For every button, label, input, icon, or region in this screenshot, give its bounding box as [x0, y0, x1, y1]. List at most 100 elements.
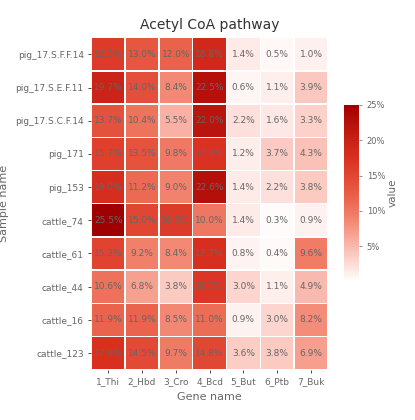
Text: 6.8%: 6.8% — [130, 282, 154, 291]
Text: 18.0%: 18.0% — [94, 183, 122, 192]
Bar — [295, 138, 327, 170]
Bar — [126, 238, 158, 269]
Text: 11.9%: 11.9% — [128, 315, 156, 324]
Text: 1.4%: 1.4% — [232, 216, 255, 225]
Bar — [295, 337, 327, 369]
Bar — [261, 105, 293, 136]
Bar — [159, 205, 192, 236]
Bar — [193, 304, 226, 336]
Text: 22.5%: 22.5% — [195, 83, 224, 92]
Text: 16.3%: 16.3% — [94, 50, 122, 59]
Text: 1.2%: 1.2% — [232, 150, 255, 158]
Bar — [193, 138, 226, 170]
Text: 14.5%: 14.5% — [128, 349, 156, 357]
Text: 13.0%: 13.0% — [128, 50, 156, 59]
Text: 15.7%: 15.7% — [94, 150, 122, 158]
Bar — [227, 271, 260, 302]
Text: 25.5%: 25.5% — [94, 216, 122, 225]
Bar — [159, 72, 192, 103]
Y-axis label: Sample name: Sample name — [0, 165, 10, 242]
Text: 8.4%: 8.4% — [164, 249, 187, 258]
Bar — [295, 171, 327, 203]
Text: 9.2%: 9.2% — [131, 249, 154, 258]
Text: 3.8%: 3.8% — [300, 183, 322, 192]
Bar — [295, 205, 327, 236]
Bar — [92, 105, 124, 136]
Text: 0.3%: 0.3% — [266, 216, 289, 225]
Bar — [193, 39, 226, 70]
Text: 17.7%: 17.7% — [195, 249, 224, 258]
Text: 11.0%: 11.0% — [195, 315, 224, 324]
Bar — [295, 238, 327, 269]
Text: 11.9%: 11.9% — [94, 315, 122, 324]
Bar — [92, 238, 124, 269]
Text: 4.3%: 4.3% — [300, 150, 322, 158]
Bar — [261, 304, 293, 336]
Text: 3.7%: 3.7% — [266, 150, 289, 158]
Text: 3.8%: 3.8% — [164, 282, 187, 291]
Bar — [261, 271, 293, 302]
Bar — [227, 238, 260, 269]
Bar — [92, 171, 124, 203]
Text: 9.7%: 9.7% — [164, 349, 187, 357]
Bar — [261, 39, 293, 70]
Text: 8.2%: 8.2% — [300, 315, 322, 324]
Bar — [126, 337, 158, 369]
Text: 2.2%: 2.2% — [232, 116, 255, 125]
Bar — [159, 337, 192, 369]
Text: 8.4%: 8.4% — [164, 83, 187, 92]
Text: 1.1%: 1.1% — [266, 83, 289, 92]
Text: 3.9%: 3.9% — [300, 83, 322, 92]
Text: 1.4%: 1.4% — [232, 50, 255, 59]
Text: 16.7%: 16.7% — [195, 282, 224, 291]
Bar — [92, 271, 124, 302]
Bar — [261, 238, 293, 269]
Bar — [126, 304, 158, 336]
Bar — [295, 105, 327, 136]
Text: 2.2%: 2.2% — [266, 183, 288, 192]
Bar — [295, 304, 327, 336]
Text: 9.8%: 9.8% — [164, 150, 187, 158]
Bar — [159, 39, 192, 70]
Text: 15.3%: 15.3% — [94, 249, 122, 258]
Text: 0.4%: 0.4% — [266, 249, 288, 258]
Bar — [193, 171, 226, 203]
Bar — [159, 171, 192, 203]
Text: 10.4%: 10.4% — [128, 116, 156, 125]
Text: 17.6%: 17.6% — [94, 349, 122, 357]
Bar — [92, 205, 124, 236]
Bar — [227, 171, 260, 203]
Text: 9.0%: 9.0% — [164, 183, 187, 192]
X-axis label: Gene name: Gene name — [177, 392, 242, 402]
Bar — [227, 72, 260, 103]
Bar — [261, 72, 293, 103]
Y-axis label: value: value — [388, 179, 398, 207]
Text: 16.3%: 16.3% — [161, 216, 190, 225]
Text: 17.2%: 17.2% — [195, 150, 224, 158]
Bar — [92, 138, 124, 170]
Bar — [193, 105, 226, 136]
Text: 1.4%: 1.4% — [232, 183, 255, 192]
Bar — [126, 171, 158, 203]
Text: 0.5%: 0.5% — [266, 50, 289, 59]
Title: Acetyl CoA pathway: Acetyl CoA pathway — [140, 18, 279, 32]
Bar — [159, 271, 192, 302]
Text: 10.0%: 10.0% — [195, 216, 224, 225]
Text: 13.7%: 13.7% — [94, 116, 122, 125]
Bar — [193, 205, 226, 236]
Bar — [261, 138, 293, 170]
Text: 14.0%: 14.0% — [128, 83, 156, 92]
Text: 14.8%: 14.8% — [195, 349, 224, 357]
Text: 3.0%: 3.0% — [266, 315, 289, 324]
Bar — [159, 105, 192, 136]
Bar — [126, 39, 158, 70]
Text: 5.5%: 5.5% — [164, 116, 187, 125]
Text: 0.6%: 0.6% — [232, 83, 255, 92]
Text: 12.0%: 12.0% — [161, 50, 190, 59]
Text: 18.8%: 18.8% — [195, 50, 224, 59]
Text: 10.6%: 10.6% — [94, 282, 122, 291]
Text: 0.9%: 0.9% — [300, 216, 322, 225]
Bar — [193, 72, 226, 103]
Text: 22.6%: 22.6% — [195, 183, 224, 192]
Text: 0.9%: 0.9% — [232, 315, 255, 324]
